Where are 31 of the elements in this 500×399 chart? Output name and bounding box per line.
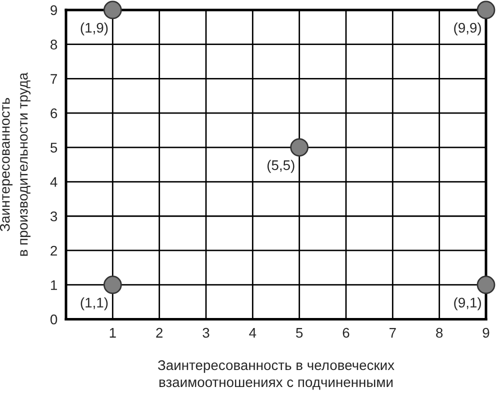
x-tick-label: 5 bbox=[296, 328, 303, 338]
annotation: (1,9) bbox=[80, 22, 108, 36]
y-tick-label: 6 bbox=[50, 108, 58, 118]
y-axis-title: Заинтересованность в производительности труда bbox=[0, 72, 30, 256]
y-tick-label: 4 bbox=[50, 177, 58, 187]
annotation: (9,9) bbox=[454, 22, 481, 36]
y-tick-label: 2 bbox=[50, 246, 57, 256]
x-tick-label: 6 bbox=[342, 328, 350, 338]
y-tick-label: 5 bbox=[50, 142, 58, 153]
point bbox=[476, 276, 496, 294]
x-tick-label: 3 bbox=[202, 328, 210, 338]
point bbox=[290, 138, 309, 157]
y-tick-label: 1 bbox=[51, 280, 57, 290]
point bbox=[103, 276, 122, 294]
y-tick-label: 3 bbox=[50, 211, 58, 222]
y-tick-label: 8 bbox=[50, 40, 58, 50]
y-tick-label: 0 bbox=[50, 314, 58, 324]
annotation: (5,5) bbox=[267, 160, 294, 173]
annotation: (1,1) bbox=[80, 297, 108, 310]
x-tick-label: 8 bbox=[436, 328, 443, 338]
x-tick-label: 9 bbox=[482, 328, 490, 338]
x-tick-label: 1 bbox=[110, 328, 116, 338]
x-tick-label: 2 bbox=[156, 328, 162, 338]
x-tick-label: 7 bbox=[390, 328, 396, 338]
x-tick-label: 4 bbox=[249, 328, 256, 338]
y-tick-label: 9 bbox=[50, 5, 58, 16]
point bbox=[476, 0, 496, 20]
x-axis-title: Заинтересованность в человеческих взаимоотношениях с подчиненными bbox=[158, 360, 394, 390]
y-tick-label: 7 bbox=[50, 74, 57, 84]
point bbox=[103, 0, 122, 20]
annotation: (9,1) bbox=[454, 297, 481, 310]
